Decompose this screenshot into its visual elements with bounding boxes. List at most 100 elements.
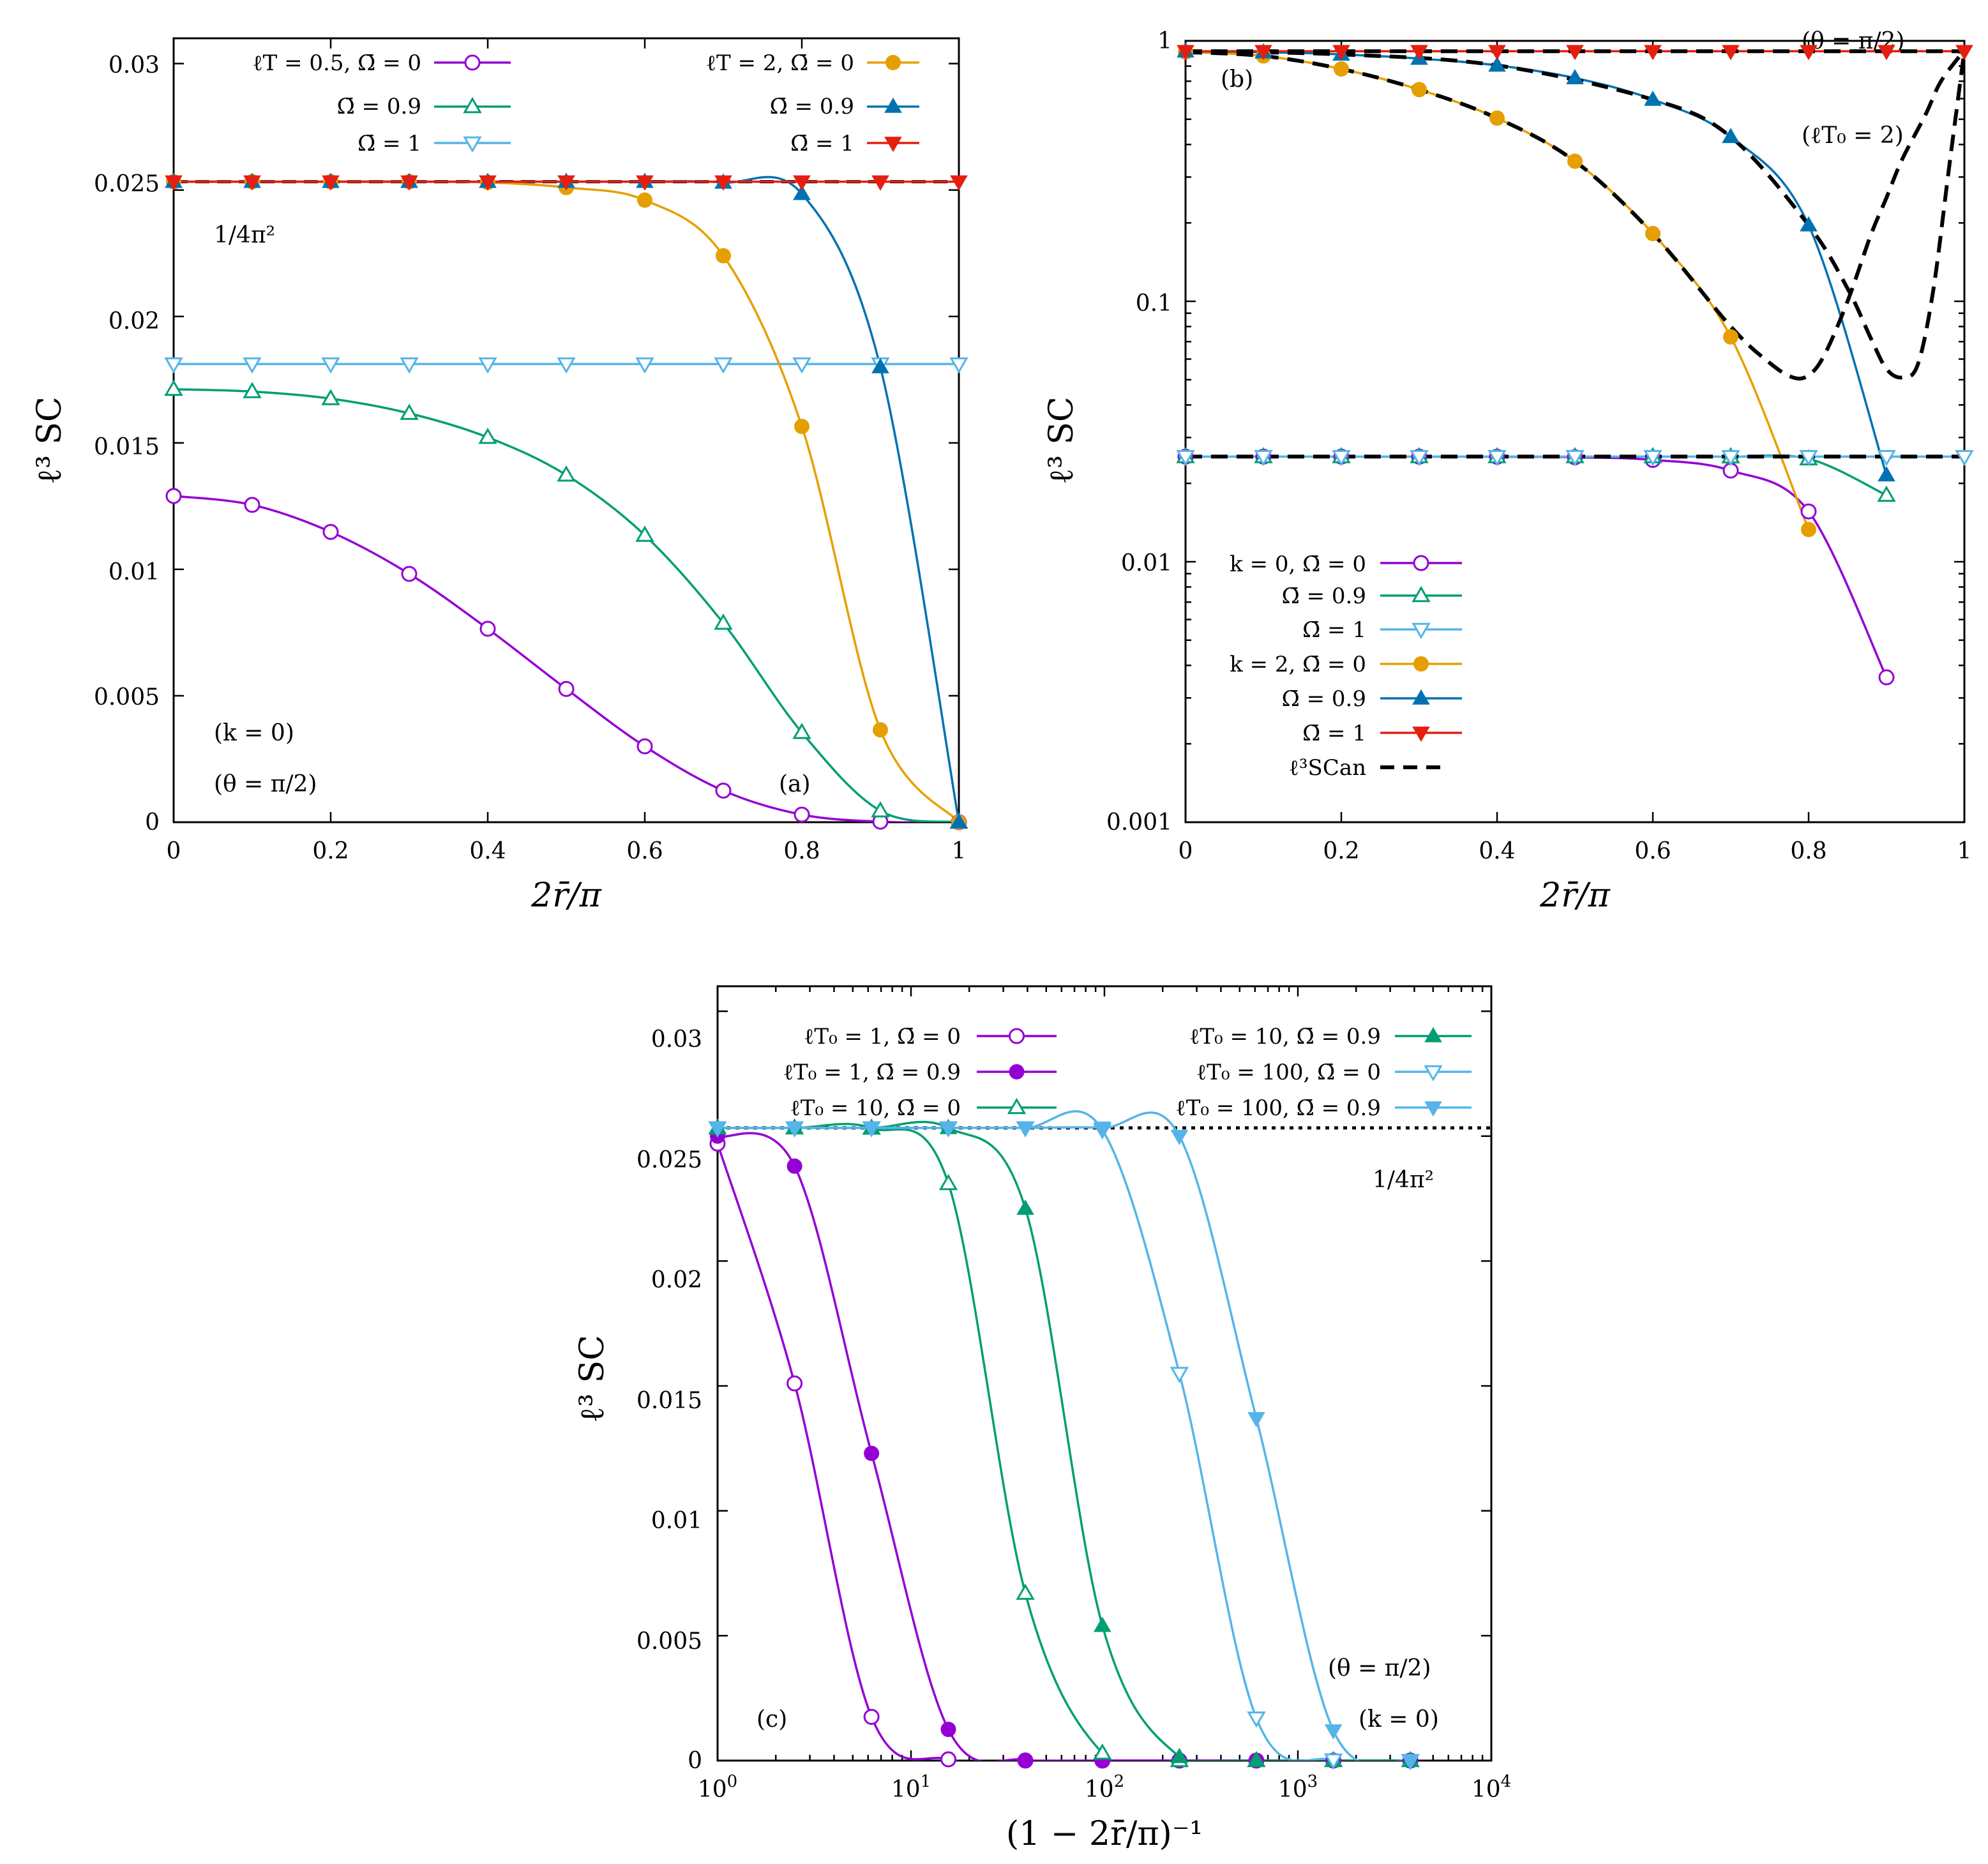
data-point-c-2 — [1093, 1743, 1112, 1760]
data-point-c-1 — [787, 1158, 802, 1174]
ref-label-c: 1/4π² — [1373, 1167, 1434, 1193]
data-point-b-3 — [1723, 329, 1738, 345]
legend-marker-a-3 — [885, 55, 901, 70]
legend-b-2: Ω̄ = 1 — [1302, 617, 1366, 643]
data-point-b-0 — [1878, 669, 1895, 686]
ytick-label-b-1: 0.01 — [1121, 550, 1172, 576]
xtick-label-c-1: 101 — [891, 1772, 931, 1803]
data-point-a-5 — [400, 175, 418, 191]
series-line-b-4 — [1186, 50, 1888, 476]
data-point-b-3 — [1334, 61, 1349, 77]
data-point-c-2 — [1016, 1583, 1035, 1600]
legend-marker-a-2 — [463, 136, 482, 153]
xtick-label-b-3: 0.6 — [1634, 838, 1671, 864]
legend-marker-c-2 — [1007, 1097, 1027, 1115]
data-point-c-4 — [1170, 1367, 1189, 1383]
data-point-a-3 — [716, 248, 731, 264]
xtick-label-b-4: 0.8 — [1790, 838, 1826, 864]
ytick-label-c-1: 0.005 — [636, 1628, 702, 1655]
ytick-label-b-0: 0.001 — [1106, 809, 1172, 836]
data-point-a-2 — [243, 357, 262, 374]
panel-label-a: (a) — [779, 771, 811, 797]
xtick-label-c-3: 103 — [1278, 1772, 1318, 1803]
legend-marker-c-5 — [1424, 1101, 1442, 1117]
data-point-a-2 — [400, 357, 419, 374]
annot-a-theta: (θ = π/2) — [214, 771, 317, 797]
series-line-c-3 — [718, 1120, 1411, 1761]
legend-marker-a-5 — [884, 137, 902, 153]
data-point-b-4 — [1566, 69, 1584, 85]
legend-marker-b-4 — [1412, 689, 1430, 705]
legend-c-3: ℓT₀ = 10, Ω̄ = 0.9 — [1189, 1024, 1381, 1049]
xtick-label-c-2: 102 — [1085, 1772, 1124, 1803]
data-point-c-5 — [1324, 1724, 1343, 1740]
legend-b-5: Ω̄ = 1 — [1302, 721, 1366, 746]
data-point-b-1 — [1877, 485, 1896, 502]
data-point-b-5 — [1644, 45, 1662, 61]
ytick-label-c-5: 0.025 — [636, 1147, 702, 1173]
data-point-b-3 — [1412, 82, 1427, 98]
legend-a-1: Ω̄ = 0.9 — [337, 94, 421, 119]
data-point-a-1 — [321, 389, 340, 405]
ytick-label-a-6: 0.03 — [109, 52, 160, 79]
xlabel-b: 2r̄/π — [1539, 876, 1610, 915]
legend-c-0: ℓT₀ = 1, Ω̄ = 0 — [804, 1024, 961, 1049]
xtick-label-c-0: 100 — [698, 1772, 737, 1803]
series-line-b-7 — [1186, 49, 1964, 380]
data-point-c-0 — [940, 1751, 957, 1768]
panel-a: 0 0.005 0.01 0.015 0.02 0.025 0.03 0 0.2… — [31, 50, 966, 915]
legend-marker-c-0 — [1009, 1028, 1025, 1044]
data-point-b-5 — [1410, 45, 1428, 61]
data-point-a-2 — [949, 357, 968, 374]
data-point-a-5 — [636, 175, 654, 191]
data-point-b-4 — [1878, 466, 1895, 482]
data-point-b-4 — [1800, 216, 1818, 232]
data-point-a-5 — [165, 175, 183, 191]
data-point-b-5 — [1566, 45, 1584, 61]
data-point-a-2 — [321, 357, 340, 374]
data-point-a-2 — [714, 357, 733, 374]
series-line-c-2 — [718, 1122, 1411, 1761]
data-point-a-0 — [165, 488, 182, 504]
data-point-b-5 — [1177, 45, 1194, 61]
data-point-a-1 — [871, 801, 890, 818]
data-point-c-2 — [938, 1174, 958, 1191]
legend-a-0: ℓT = 0.5, Ω̄ = 0 — [252, 50, 421, 76]
legend-marker-b-0 — [1413, 555, 1429, 571]
xtick-label-c-4: 104 — [1472, 1772, 1511, 1803]
data-point-a-2 — [635, 357, 654, 374]
data-point-b-2 — [1643, 450, 1662, 467]
legend-b-0: k = 0, Ω̄ = 0 — [1230, 552, 1366, 577]
data-point-b-3 — [1801, 522, 1816, 537]
legend-b-3: k = 2, Ω̄ = 0 — [1230, 652, 1366, 677]
ylabel-b: ℓ³ SC — [1043, 396, 1081, 485]
data-point-b-2 — [1565, 450, 1585, 467]
legend-c-1: ℓT₀ = 1, Ω̄ = 0.9 — [783, 1060, 961, 1085]
data-point-a-4 — [950, 813, 968, 829]
legend-marker-b-1 — [1412, 585, 1431, 603]
data-point-b-5 — [1722, 45, 1740, 61]
legend-c-2: ℓT₀ = 10, Ω̄ = 0 — [790, 1095, 961, 1121]
data-point-a-4 — [793, 184, 811, 200]
annot-c-theta: (θ = π/2) — [1328, 1655, 1431, 1681]
data-point-b-2 — [1410, 450, 1429, 467]
data-point-a-5 — [871, 175, 889, 191]
data-point-b-2 — [1877, 450, 1896, 467]
data-point-b-3 — [1567, 153, 1583, 169]
data-point-b-5 — [1254, 45, 1272, 61]
data-point-a-5 — [322, 175, 340, 191]
data-point-b-2 — [1487, 450, 1507, 467]
data-point-c-3 — [1170, 1748, 1189, 1763]
data-point-c-5 — [709, 1122, 727, 1137]
ytick-label-a-2: 0.01 — [109, 559, 160, 585]
data-point-a-2 — [164, 357, 183, 374]
data-point-a-5 — [243, 175, 261, 191]
data-point-b-2 — [1721, 450, 1740, 467]
data-point-a-1 — [400, 403, 419, 420]
data-point-a-4 — [871, 357, 889, 373]
data-point-a-0 — [558, 680, 575, 697]
data-point-b-2 — [1799, 450, 1818, 467]
data-point-b-5 — [1488, 45, 1506, 61]
series-line-c-0 — [718, 1143, 1411, 1761]
